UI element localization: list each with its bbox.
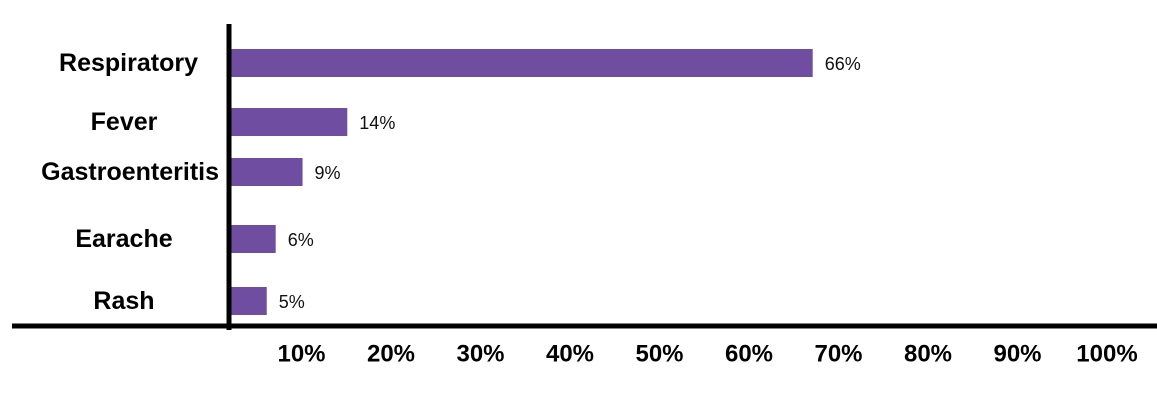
x-tick-label: 50% bbox=[635, 341, 683, 368]
x-tick-labels: 10% 20% 30% 40% 50% 60% 70% 80% 90% 100% bbox=[277, 341, 1137, 368]
category-label: Earache bbox=[75, 225, 172, 253]
x-tick-label: 80% bbox=[904, 341, 952, 368]
x-tick-label: 40% bbox=[546, 341, 594, 368]
category-label: Rash bbox=[93, 287, 154, 315]
x-tick-label: 10% bbox=[277, 341, 325, 368]
x-tick-label: 90% bbox=[993, 341, 1041, 368]
bar-respiratory bbox=[229, 49, 813, 77]
data-labels: 66% 14% 9% 6% 5% bbox=[279, 54, 861, 312]
bar-rash bbox=[229, 287, 267, 315]
category-label: Respiratory bbox=[59, 49, 198, 77]
x-tick-label: 20% bbox=[367, 341, 415, 368]
x-tick-label: 100% bbox=[1076, 341, 1137, 368]
category-label: Fever bbox=[91, 108, 158, 136]
category-label: Gastroenteritis bbox=[41, 158, 219, 186]
x-tick-label: 30% bbox=[456, 341, 504, 368]
x-tick-label: 60% bbox=[725, 341, 773, 368]
data-label: 5% bbox=[279, 292, 305, 312]
bar-earache bbox=[229, 225, 276, 253]
bar-fever bbox=[229, 108, 348, 136]
x-tick-label: 70% bbox=[814, 341, 862, 368]
data-label: 14% bbox=[359, 113, 395, 133]
data-label: 66% bbox=[825, 54, 861, 74]
bars-group bbox=[229, 49, 813, 315]
data-label: 6% bbox=[288, 230, 314, 250]
category-labels: Respiratory Fever Gastroenteritis Earache Ra… bbox=[41, 49, 219, 315]
bar-gastroenteritis bbox=[229, 158, 303, 186]
data-label: 9% bbox=[315, 163, 341, 183]
